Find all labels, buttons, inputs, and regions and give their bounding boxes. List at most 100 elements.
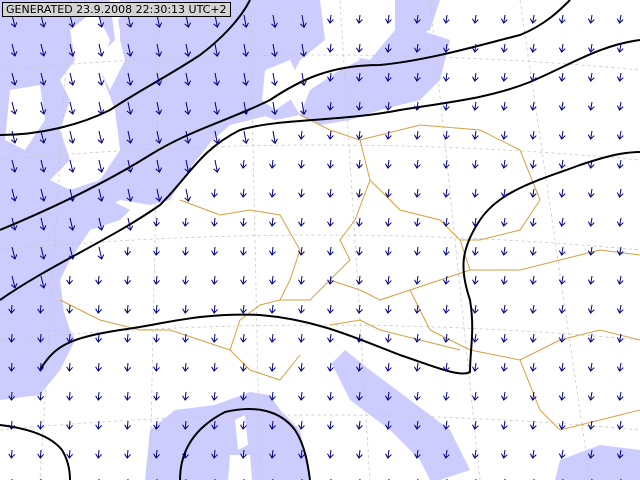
wind-arrow [182,304,189,314]
wind-arrow [529,43,537,53]
wind-arrow [356,420,363,430]
wind-arrow [356,246,363,256]
wind-arrow [616,246,624,256]
wind-arrow [558,101,566,111]
wind-arrow [240,246,247,256]
bay-of-biscay [0,200,130,400]
wind-arrow [500,188,508,198]
wind-arrow [558,217,566,227]
wind-arrow [95,304,102,314]
wind-arrow [385,101,392,111]
wind-arrow [616,188,624,198]
wind-arrow [182,420,189,430]
wind-arrow [213,14,220,29]
wind-arrow [300,72,307,87]
wind-arrow [587,159,595,169]
wind-arrow [240,333,247,343]
wind-arrow [471,362,479,372]
wind-arrow [240,275,247,285]
wind-arrow [529,188,537,198]
wind-arrow [213,159,220,174]
wind-arrow [529,275,537,285]
wind-arrow [39,188,47,202]
wind-arrow [500,304,508,314]
wind-arrow [124,333,131,343]
wind-arrow [616,333,624,343]
wind-arrow [269,304,276,314]
wind-arrow [298,449,305,459]
wind-arrow [442,304,450,314]
wind-arrow [8,449,16,459]
wind-arrow [66,362,74,372]
wind-arrow [385,14,392,24]
wind-arrow [587,420,595,430]
wind-arrow [327,101,334,111]
wind-arrow [298,362,305,372]
wind-arrow [587,275,595,285]
wind-arrow [97,188,105,202]
wind-arrow [413,188,421,198]
wind-arrow [153,275,160,285]
wind-arrow [616,420,624,430]
wind-arrow [211,217,218,227]
wind-arrow [587,449,595,459]
corsica [235,415,248,450]
wind-arrow [240,217,247,227]
wind-arrow [213,101,220,116]
wind-arrow [242,72,249,87]
wind-arrow [155,72,163,86]
wind-arrow [242,130,249,145]
wind-arrow [182,362,189,372]
wind-arrow [269,217,276,227]
wind-arrow [124,391,131,401]
wind-arrow [37,362,45,372]
wind-arrow [385,72,392,82]
wind-arrow [442,14,450,24]
wind-arrow [153,362,160,372]
wind-arrow [8,420,16,430]
wind-arrow [240,159,247,169]
wind-arrow [126,130,134,144]
wind-arrow [37,333,45,343]
wind-arrow [269,275,276,285]
wind-arrow [124,275,131,285]
wind-arrow [211,333,218,343]
graticule-line [0,144,640,161]
wind-arrow [500,362,508,372]
wind-arrow [184,130,192,144]
isoline [0,424,71,480]
wind-arrow [529,304,537,314]
wind-arrow [529,391,537,401]
wind-arrow [269,362,276,372]
wind-arrow [269,333,276,343]
wind-arrow [413,333,421,343]
wind-arrow [442,101,450,111]
wind-arrow [124,304,131,314]
wind-arrow [327,391,334,401]
wind-arrow [529,14,537,24]
wind-arrow [211,188,218,198]
wind-arrow [298,420,305,430]
wind-arrow [385,333,392,343]
wind-arrow [37,304,45,314]
wind-arrow [413,391,421,401]
wind-arrow [327,275,334,285]
wind-arrow [587,72,595,82]
wind-arrow [10,275,18,289]
wind-arrow [587,101,595,111]
wind-arrow [39,159,47,173]
wind-arrow [68,217,76,231]
wind-arrow [471,72,479,82]
wind-arrow [471,217,479,227]
wind-arrow [327,130,334,140]
wind-arrow [182,333,189,343]
wind-arrow [327,159,334,169]
wind-arrow [327,304,334,314]
wind-arrow [471,43,479,53]
wind-arrow [10,130,18,144]
aegean-sea [555,445,640,480]
wind-arrow [242,43,249,58]
mediterranean-west [145,392,310,480]
wind-arrow [300,43,307,58]
